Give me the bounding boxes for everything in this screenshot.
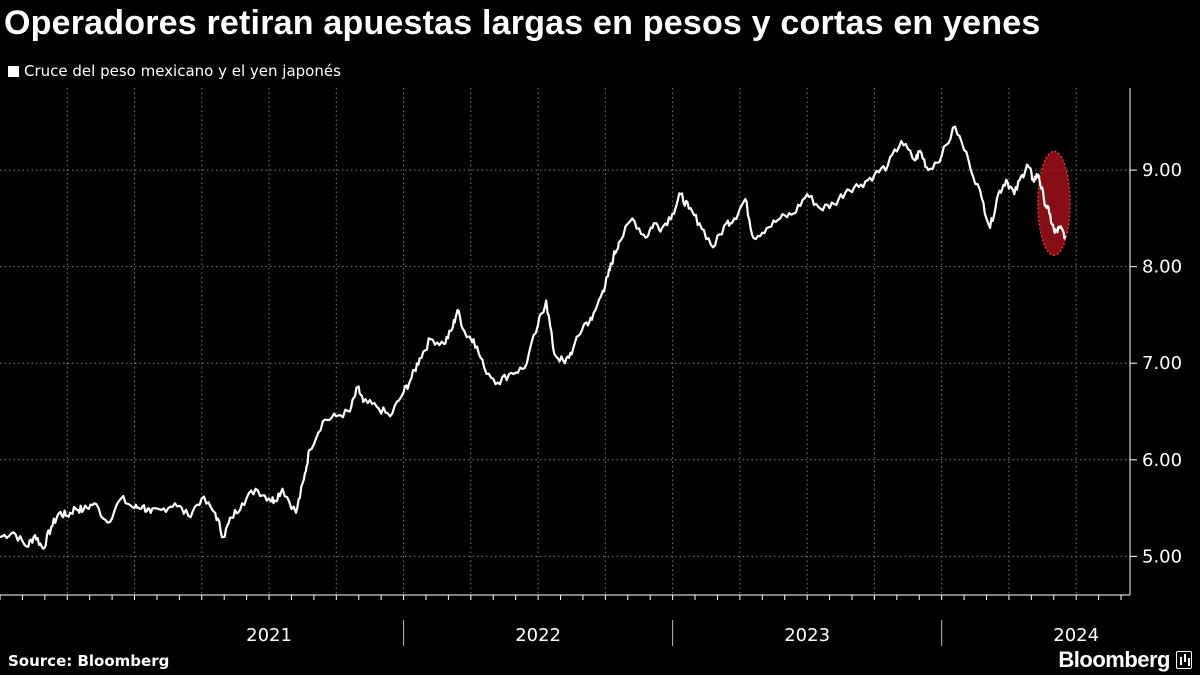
- series-line: [0, 125, 1067, 550]
- legend-swatch: [8, 65, 19, 77]
- legend: Cruce del peso mexicano y el yen japonés: [8, 62, 341, 80]
- y-axis-ticks: 5.00 6.00 7.00 8.00 9.00: [1130, 160, 1182, 567]
- x-year-label: 2021: [246, 625, 292, 646]
- y-tick-label: 8.00: [1142, 257, 1182, 278]
- legend-label: Cruce del peso mexicano y el yen japonés: [24, 62, 341, 80]
- chart-icon: [1176, 651, 1192, 669]
- chart-title: Operadores retiran apuestas largas en pe…: [4, 4, 1041, 42]
- x-year-label: 2023: [784, 625, 830, 646]
- y-tick-label: 5.00: [1142, 546, 1182, 567]
- brand-text: Bloomberg: [1058, 647, 1170, 672]
- source-note: Source: Bloomberg: [8, 652, 170, 670]
- bloomberg-logo: Bloomberg: [1058, 647, 1192, 673]
- y-tick-label: 9.00: [1142, 160, 1182, 181]
- highlight-ellipse: [1037, 150, 1071, 256]
- x-year-label: 2024: [1053, 625, 1099, 646]
- grid-lines: [0, 88, 1130, 595]
- axes: [0, 88, 1131, 600]
- x-year-label: 2022: [515, 625, 561, 646]
- x-axis-years: 2021 2022 2023 2024: [246, 620, 1099, 646]
- y-tick-label: 6.00: [1142, 450, 1182, 471]
- y-tick-label: 7.00: [1142, 353, 1182, 374]
